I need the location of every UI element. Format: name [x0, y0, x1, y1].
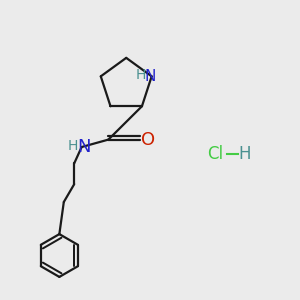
- Text: H: H: [136, 68, 146, 82]
- Text: Cl: Cl: [207, 146, 224, 164]
- Text: O: O: [141, 130, 155, 148]
- Text: N: N: [145, 69, 156, 84]
- Text: N: N: [77, 138, 91, 156]
- Text: H: H: [68, 139, 78, 153]
- Text: H: H: [239, 146, 251, 164]
